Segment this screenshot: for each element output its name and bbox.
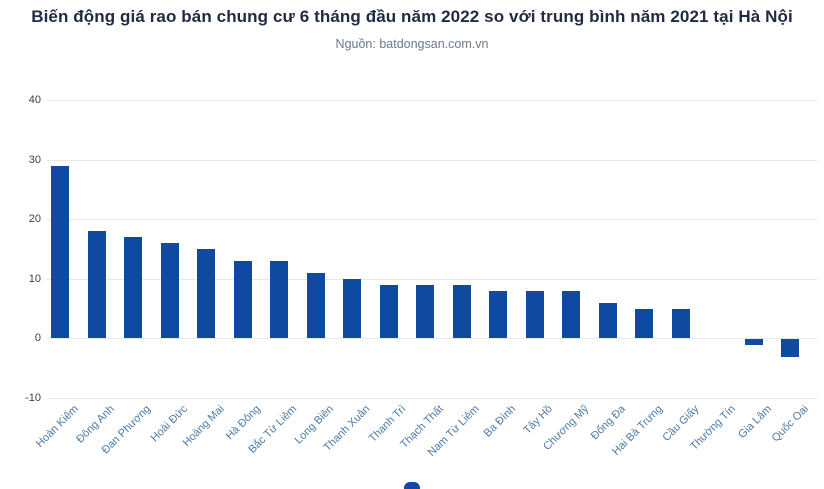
x-axis-label: Tây Hồ	[521, 403, 555, 437]
chart-bar[interactable]	[489, 290, 507, 339]
chart-bar[interactable]	[781, 339, 799, 358]
chart-title: Biến động giá rao bán chung cư 6 tháng đ…	[31, 7, 793, 26]
gridline	[47, 100, 817, 101]
chart-bar[interactable]	[306, 272, 325, 339]
chart-bar[interactable]	[635, 308, 653, 339]
y-tick-label: 30	[28, 153, 41, 166]
gridline	[47, 398, 817, 399]
x-axis-label: Ba Đình	[481, 403, 519, 440]
gridline	[47, 219, 817, 221]
legend-marker[interactable]	[404, 482, 420, 489]
y-tick-label: 40	[28, 94, 41, 106]
y-tick-label: 10	[28, 272, 41, 285]
chart-bar[interactable]	[197, 249, 215, 339]
chart-bar[interactable]	[562, 290, 580, 339]
chart-bar[interactable]	[270, 260, 288, 339]
chart-bar[interactable]	[744, 339, 763, 346]
x-axis-label: Hoàn Kiếm	[33, 403, 81, 450]
chart-bar[interactable]	[160, 243, 179, 339]
gridline	[47, 159, 817, 161]
chart-bar[interactable]	[51, 165, 69, 339]
chart-source: Nguồn: batdongsan.com.vn	[335, 37, 489, 51]
gridline	[47, 338, 817, 340]
chart-bar[interactable]	[343, 278, 361, 339]
chart-bar[interactable]	[124, 237, 142, 339]
chart-bar[interactable]	[525, 290, 544, 339]
chart-bar[interactable]	[379, 284, 398, 339]
chart-bar[interactable]	[87, 231, 106, 339]
gridline	[47, 278, 817, 280]
y-tick-label: 0	[34, 332, 41, 345]
y-tick-label: -10	[25, 392, 41, 404]
chart-bar[interactable]	[233, 260, 252, 339]
chart-bar[interactable]	[671, 308, 690, 339]
x-axis-label: Quốc Oai	[769, 403, 811, 445]
chart-bar[interactable]	[452, 284, 471, 339]
chart-bar[interactable]	[598, 302, 617, 339]
y-tick-label: 20	[28, 213, 41, 226]
chart-bar[interactable]	[416, 284, 434, 339]
